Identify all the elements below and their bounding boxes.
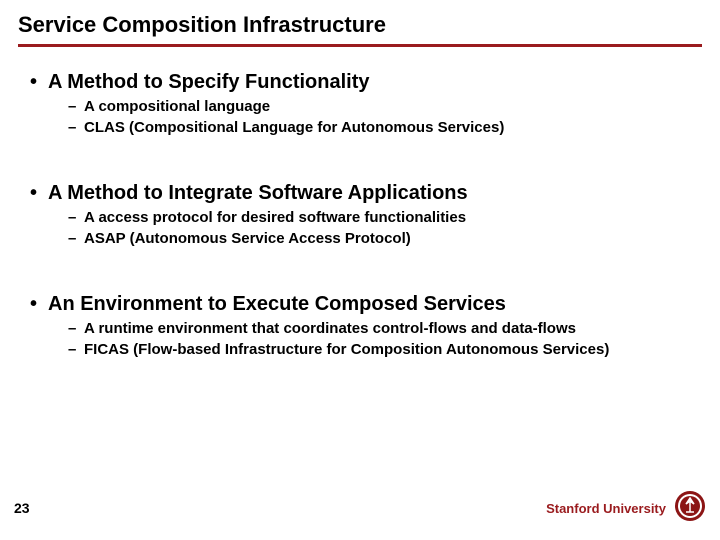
bullet-dash-icon: – [68,98,84,115]
section-spacer [18,247,702,287]
stanford-seal-icon [674,490,706,527]
bullet2-text: A compositional language [84,98,270,115]
footer: 23 Stanford University [0,488,720,528]
brand-text: Stanford University [546,501,666,516]
bullet2-text: CLAS (Compositional Language for Autonom… [84,119,504,136]
brand-block: Stanford University [546,490,706,527]
bullet-dot-icon: • [30,182,48,205]
bullet-dash-icon: – [68,119,84,136]
page-number: 23 [14,500,30,516]
content-area: • A Method to Specify Functionality – A … [18,71,702,358]
bullet-dash-icon: – [68,341,84,358]
slide-title: Service Composition Infrastructure [18,12,702,38]
bullet-level2: – FICAS (Flow-based Infrastructure for C… [68,341,702,358]
slide: Service Composition Infrastructure • A M… [0,0,720,540]
bullet-level1: • A Method to Specify Functionality [30,71,702,94]
bullet-level2: – ASAP (Autonomous Service Access Protoc… [68,230,702,247]
bullet1-text: An Environment to Execute Composed Servi… [48,293,506,316]
bullet-dash-icon: – [68,230,84,247]
title-underline [18,44,702,47]
bullet-dot-icon: • [30,71,48,94]
bullet1-text: A Method to Integrate Software Applicati… [48,182,468,205]
bullet-dot-icon: • [30,293,48,316]
bullet-level2: – A access protocol for desired software… [68,209,702,226]
bullet-level2: – A compositional language [68,98,702,115]
bullet2-text: A access protocol for desired software f… [84,209,466,226]
section-spacer [18,136,702,176]
bullet-level1: • An Environment to Execute Composed Ser… [30,293,702,316]
bullet-dash-icon: – [68,209,84,226]
bullet-dash-icon: – [68,320,84,337]
bullet1-text: A Method to Specify Functionality [48,71,369,94]
bullet2-text: ASAP (Autonomous Service Access Protocol… [84,230,411,247]
bullet-level2: – CLAS (Compositional Language for Auton… [68,119,702,136]
bullet2-text: FICAS (Flow-based Infrastructure for Com… [84,341,609,358]
bullet-level2: – A runtime environment that coordinates… [68,320,702,337]
bullet-level1: • A Method to Integrate Software Applica… [30,182,702,205]
bullet2-text: A runtime environment that coordinates c… [84,320,576,337]
